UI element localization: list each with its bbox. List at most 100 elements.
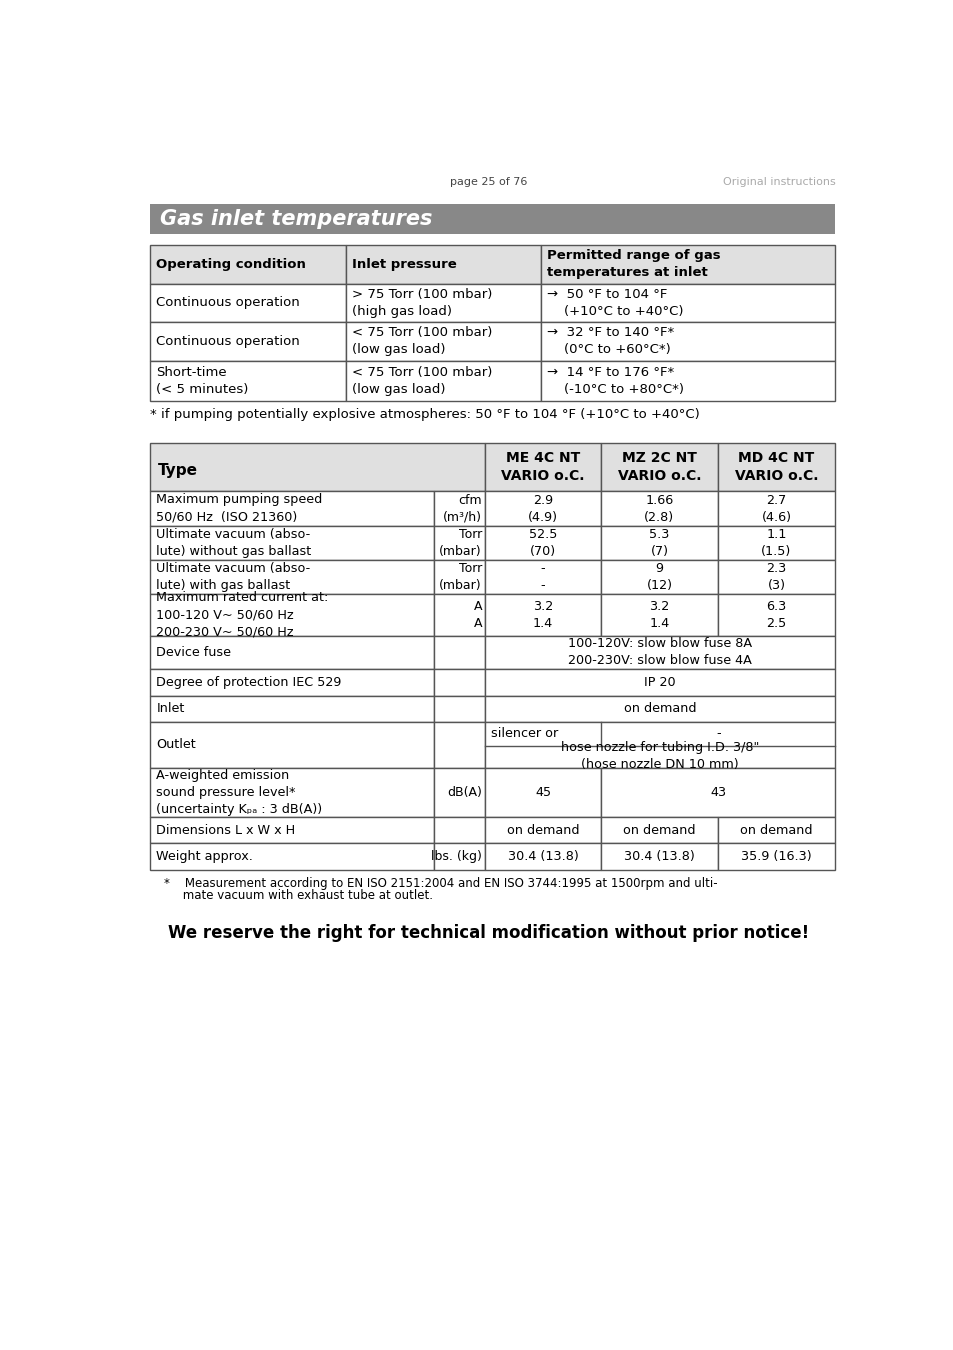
Bar [150, 817, 434, 844]
Bar [150, 246, 345, 284]
Text: ME 4C NT
VARIO o.C.: ME 4C NT VARIO o.C. [501, 451, 584, 483]
Bar [434, 722, 484, 768]
Text: →  50 °F to 104 °F
    (+10°C to +40°C): → 50 °F to 104 °F (+10°C to +40°C) [546, 288, 682, 317]
Bar [600, 844, 717, 869]
Text: Original instructions: Original instructions [721, 177, 835, 188]
Text: 35.9 (16.3): 35.9 (16.3) [740, 850, 811, 863]
Text: 30.4 (13.8): 30.4 (13.8) [623, 850, 694, 863]
Bar [600, 817, 717, 844]
Bar [434, 844, 484, 869]
Bar [150, 768, 434, 817]
Bar [717, 560, 835, 594]
Text: Permitted range of gas
temperatures at inlet: Permitted range of gas temperatures at i… [546, 250, 720, 279]
Bar [434, 560, 484, 594]
Text: A
A: A A [473, 599, 481, 629]
Bar [717, 844, 835, 869]
Text: Degree of protection IEC 529: Degree of protection IEC 529 [156, 676, 341, 688]
Bar [600, 526, 717, 560]
Text: Maximum rated current at:
100-120 V~ 50/60 Hz
200-230 V~ 50/60 Hz: Maximum rated current at: 100-120 V~ 50/… [156, 591, 329, 639]
Bar [540, 284, 835, 323]
Text: -: - [716, 728, 720, 740]
Text: on demand: on demand [740, 824, 812, 837]
Text: < 75 Torr (100 mbar)
(low gas load): < 75 Torr (100 mbar) (low gas load) [352, 327, 492, 356]
Bar [600, 443, 717, 491]
Text: 45: 45 [535, 786, 551, 799]
Text: 9
(12): 9 (12) [646, 562, 672, 593]
Text: →  14 °F to 176 °F*
    (-10°C to +80°C*): → 14 °F to 176 °F* (-10°C to +80°C*) [546, 366, 683, 396]
Bar [717, 817, 835, 844]
Bar [345, 284, 540, 323]
Text: Outlet: Outlet [156, 738, 196, 752]
Text: Torr
(mbar): Torr (mbar) [439, 562, 481, 593]
Text: MZ 2C NT
VARIO o.C.: MZ 2C NT VARIO o.C. [617, 451, 700, 483]
Bar [600, 768, 835, 817]
Bar [540, 246, 835, 284]
Text: on demand: on demand [622, 824, 695, 837]
Bar [484, 722, 835, 768]
Text: *    Measurement according to EN ISO 2151:2004 and EN ISO 3744:1995 at 1500rpm a: * Measurement according to EN ISO 2151:2… [164, 878, 717, 891]
Bar [484, 768, 600, 817]
Text: dB(A): dB(A) [447, 786, 481, 799]
Text: 3.2
1.4: 3.2 1.4 [649, 599, 669, 629]
Text: page 25 of 76: page 25 of 76 [450, 177, 527, 188]
Text: 2.9
(4.9): 2.9 (4.9) [528, 494, 558, 524]
Bar [717, 526, 835, 560]
Bar [345, 360, 540, 401]
Text: mate vacuum with exhaust tube at outlet.: mate vacuum with exhaust tube at outlet. [164, 888, 433, 902]
Bar [150, 323, 345, 360]
Bar [717, 443, 835, 491]
Bar [434, 636, 484, 670]
Text: 2.3
(3): 2.3 (3) [765, 562, 786, 593]
Text: 6.3
2.5: 6.3 2.5 [765, 599, 786, 629]
Text: Continuous operation: Continuous operation [156, 297, 300, 309]
Text: Short-time
(< 5 minutes): Short-time (< 5 minutes) [156, 366, 249, 396]
Bar [434, 491, 484, 526]
Text: 1.1
(1.5): 1.1 (1.5) [760, 528, 791, 558]
Bar [484, 844, 600, 869]
Bar [150, 844, 434, 869]
Bar [484, 817, 600, 844]
Text: Device fuse: Device fuse [156, 647, 232, 659]
Text: * if pumping potentially explosive atmospheres: 50 °F to 104 °F (+10°C to +40°C): * if pumping potentially explosive atmos… [150, 409, 700, 421]
Bar [484, 491, 600, 526]
Bar [150, 491, 434, 526]
Text: 3.2
1.4: 3.2 1.4 [533, 599, 553, 629]
Bar [600, 594, 717, 636]
Text: Inlet pressure: Inlet pressure [352, 258, 456, 271]
Text: Maximum pumping speed
50/60 Hz  (ISO 21360): Maximum pumping speed 50/60 Hz (ISO 2136… [156, 494, 322, 524]
Text: MD 4C NT
VARIO o.C.: MD 4C NT VARIO o.C. [734, 451, 818, 483]
Text: 5.3
(7): 5.3 (7) [649, 528, 669, 558]
Bar [484, 636, 835, 670]
Bar [150, 722, 434, 768]
Bar [150, 695, 434, 722]
Text: < 75 Torr (100 mbar)
(low gas load): < 75 Torr (100 mbar) (low gas load) [352, 366, 492, 396]
Text: lbs. (kg): lbs. (kg) [431, 850, 481, 863]
Bar [434, 594, 484, 636]
Bar [150, 670, 434, 695]
Bar [484, 443, 600, 491]
Bar [150, 560, 434, 594]
Text: -
-: - - [540, 562, 545, 593]
Text: IP 20: IP 20 [643, 676, 676, 688]
Bar [434, 526, 484, 560]
Text: on demand: on demand [506, 824, 578, 837]
Text: Gas inlet temperatures: Gas inlet temperatures [159, 209, 432, 230]
Text: > 75 Torr (100 mbar)
(high gas load): > 75 Torr (100 mbar) (high gas load) [352, 288, 492, 317]
Text: A-weighted emission
sound pressure level*
(uncertainty Kₚₐ : 3 dB(A)): A-weighted emission sound pressure level… [156, 769, 322, 817]
Bar [717, 491, 835, 526]
Text: 2.7
(4.6): 2.7 (4.6) [760, 494, 791, 524]
Bar [484, 695, 835, 722]
Text: cfm
(m³/h): cfm (m³/h) [442, 494, 481, 524]
Text: silencer or: silencer or [491, 728, 558, 740]
Bar [345, 246, 540, 284]
Bar [150, 284, 345, 323]
Bar [540, 323, 835, 360]
Text: Continuous operation: Continuous operation [156, 335, 300, 348]
Bar [434, 695, 484, 722]
Bar [600, 560, 717, 594]
Text: 43: 43 [710, 786, 725, 799]
Bar [540, 360, 835, 401]
Bar [150, 443, 484, 491]
Text: 1.66
(2.8): 1.66 (2.8) [643, 494, 674, 524]
Text: 52.5
(70): 52.5 (70) [528, 528, 557, 558]
